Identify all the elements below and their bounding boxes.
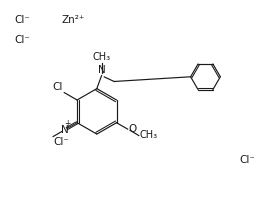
Text: CH₃: CH₃ (92, 52, 111, 62)
Text: Cl: Cl (53, 82, 63, 92)
Text: Cl⁻: Cl⁻ (15, 16, 31, 25)
Text: N: N (61, 125, 69, 135)
Text: Zn²⁺: Zn²⁺ (62, 16, 85, 25)
Text: Cl⁻: Cl⁻ (15, 35, 31, 45)
Text: CH₃: CH₃ (139, 130, 158, 140)
Text: N: N (98, 65, 106, 75)
Text: Cl⁻: Cl⁻ (239, 155, 255, 165)
Text: Cl⁻: Cl⁻ (54, 137, 69, 147)
Text: O: O (129, 124, 137, 134)
Text: +: + (64, 119, 71, 128)
